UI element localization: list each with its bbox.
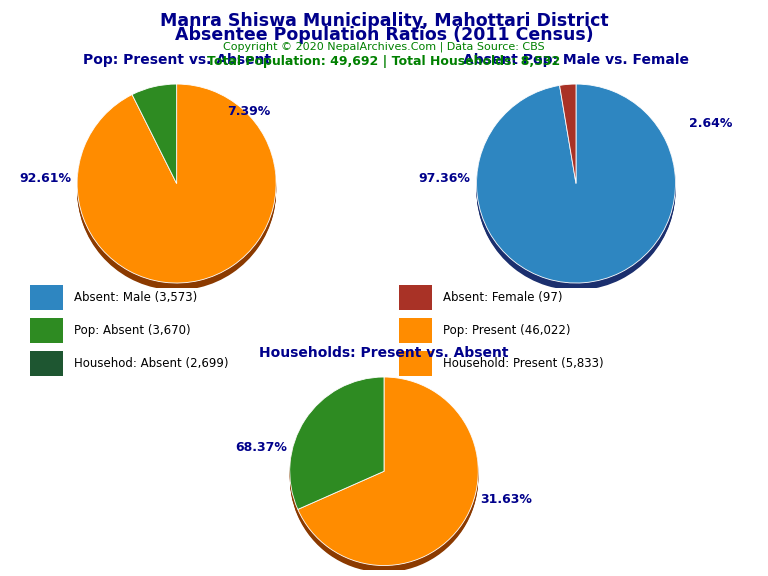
- Text: Absent: Female (97): Absent: Female (97): [443, 291, 562, 304]
- Title: Absent Pop: Male vs. Female: Absent Pop: Male vs. Female: [463, 52, 689, 67]
- Wedge shape: [290, 381, 384, 514]
- Text: Manra Shiswa Municipality, Mahottari District: Manra Shiswa Municipality, Mahottari Dis…: [160, 12, 608, 29]
- Wedge shape: [77, 85, 276, 284]
- Wedge shape: [290, 378, 384, 511]
- Wedge shape: [298, 383, 478, 571]
- Wedge shape: [132, 86, 177, 185]
- Wedge shape: [290, 384, 384, 516]
- Bar: [399, 319, 432, 343]
- Wedge shape: [77, 90, 276, 289]
- Title: Households: Present vs. Absent: Households: Present vs. Absent: [260, 346, 508, 361]
- Wedge shape: [560, 87, 576, 186]
- Wedge shape: [290, 377, 384, 509]
- Text: 68.37%: 68.37%: [236, 441, 287, 454]
- Bar: [30, 351, 63, 376]
- Text: Absent: Male (3,573): Absent: Male (3,573): [74, 291, 197, 304]
- Wedge shape: [132, 90, 177, 190]
- Wedge shape: [77, 84, 276, 283]
- Wedge shape: [132, 84, 177, 184]
- Text: Total Population: 49,692 | Total Households: 8,532: Total Population: 49,692 | Total Househo…: [207, 55, 561, 68]
- Wedge shape: [132, 87, 177, 186]
- Wedge shape: [476, 89, 676, 289]
- Text: 7.39%: 7.39%: [227, 105, 270, 119]
- Bar: [399, 285, 432, 310]
- Wedge shape: [298, 378, 478, 566]
- Text: Copyright © 2020 NepalArchives.Com | Data Source: CBS: Copyright © 2020 NepalArchives.Com | Dat…: [223, 41, 545, 52]
- Text: Househod: Absent (2,699): Househod: Absent (2,699): [74, 357, 229, 370]
- Wedge shape: [476, 91, 676, 290]
- Wedge shape: [290, 383, 384, 516]
- Wedge shape: [560, 85, 576, 184]
- Text: 2.64%: 2.64%: [689, 118, 732, 130]
- Wedge shape: [560, 86, 576, 185]
- Text: 31.63%: 31.63%: [481, 493, 532, 506]
- Wedge shape: [476, 89, 676, 287]
- Wedge shape: [476, 87, 676, 286]
- Bar: [399, 351, 432, 376]
- Text: Absentee Population Ratios (2011 Census): Absentee Population Ratios (2011 Census): [174, 26, 594, 44]
- Wedge shape: [298, 378, 478, 567]
- Text: Pop: Absent (3,670): Pop: Absent (3,670): [74, 324, 191, 338]
- Text: Pop: Present (46,022): Pop: Present (46,022): [443, 324, 571, 338]
- Wedge shape: [476, 90, 676, 289]
- Wedge shape: [298, 380, 478, 569]
- Wedge shape: [290, 382, 384, 514]
- Wedge shape: [560, 88, 576, 187]
- Wedge shape: [290, 380, 384, 513]
- Wedge shape: [132, 89, 177, 189]
- Wedge shape: [132, 88, 177, 187]
- Wedge shape: [77, 89, 276, 287]
- Bar: [30, 285, 63, 310]
- Wedge shape: [298, 377, 478, 566]
- Wedge shape: [476, 85, 676, 284]
- Wedge shape: [560, 84, 576, 184]
- Wedge shape: [77, 88, 276, 287]
- Wedge shape: [290, 380, 384, 512]
- Title: Pop: Present vs. Absent: Pop: Present vs. Absent: [83, 52, 270, 67]
- Wedge shape: [290, 378, 384, 510]
- Wedge shape: [77, 86, 276, 285]
- Wedge shape: [132, 85, 177, 184]
- Wedge shape: [476, 86, 676, 285]
- Wedge shape: [298, 380, 478, 568]
- Wedge shape: [560, 89, 576, 189]
- Text: 92.61%: 92.61%: [19, 172, 71, 185]
- Wedge shape: [298, 382, 478, 571]
- Text: 97.36%: 97.36%: [419, 172, 471, 185]
- Wedge shape: [476, 84, 676, 283]
- Wedge shape: [476, 88, 676, 287]
- Wedge shape: [132, 89, 177, 188]
- Wedge shape: [298, 384, 478, 573]
- Wedge shape: [77, 89, 276, 289]
- Text: Household: Present (5,833): Household: Present (5,833): [443, 357, 604, 370]
- Wedge shape: [77, 91, 276, 290]
- Wedge shape: [298, 381, 478, 570]
- Wedge shape: [560, 90, 576, 190]
- Wedge shape: [560, 91, 576, 191]
- Wedge shape: [77, 87, 276, 286]
- Wedge shape: [560, 89, 576, 188]
- Bar: [30, 319, 63, 343]
- Wedge shape: [132, 91, 177, 191]
